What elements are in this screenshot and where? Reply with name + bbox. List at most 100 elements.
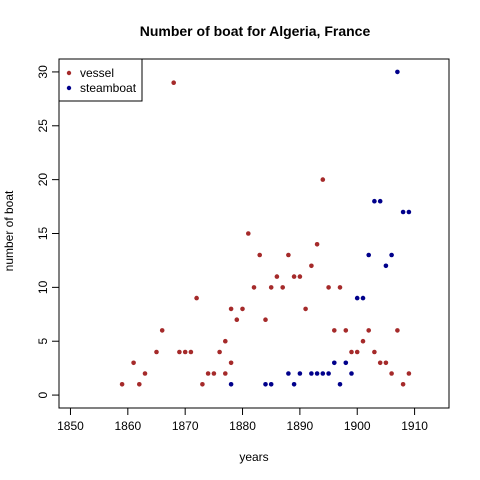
point-vessel-31 [303, 306, 308, 312]
point-steamboat-1 [263, 382, 268, 387]
point-steamboat-8 [320, 371, 326, 376]
point-vessel-45 [383, 360, 389, 366]
y-axis-label: number of boat [2, 190, 16, 271]
point-steamboat-12 [343, 360, 349, 366]
y-tick-label: 0 [36, 391, 50, 398]
y-tick-label: 10 [36, 280, 50, 294]
point-vessel-42 [366, 328, 372, 333]
point-vessel-1 [131, 360, 136, 366]
point-vessel-23 [257, 252, 263, 258]
point-vessel-2 [137, 382, 142, 387]
point-vessel-22 [251, 285, 257, 290]
x-tick-label: 1860 [114, 419, 141, 433]
point-vessel-18 [228, 360, 234, 366]
x-axis-label: years [239, 450, 268, 464]
chart-title: Number of boat for Algeria, France [140, 23, 371, 39]
point-steamboat-0 [228, 382, 234, 387]
point-vessel-0 [119, 382, 125, 387]
legend-label-vessel: vessel [80, 66, 114, 80]
point-steamboat-23 [406, 209, 412, 215]
point-vessel-49 [406, 371, 412, 376]
point-vessel-16 [223, 338, 228, 344]
x-tick-label: 1900 [344, 419, 371, 433]
point-vessel-28 [286, 252, 291, 258]
point-vessel-25 [268, 285, 274, 290]
point-vessel-5 [159, 328, 165, 333]
point-steamboat-2 [268, 382, 274, 387]
point-vessel-46 [389, 371, 394, 376]
point-vessel-11 [200, 382, 205, 387]
point-vessel-10 [194, 295, 199, 301]
x-tick-label: 1890 [287, 419, 314, 433]
point-vessel-33 [314, 242, 320, 247]
point-vessel-35 [326, 285, 331, 290]
point-vessel-20 [240, 306, 245, 312]
x-tick-label: 1910 [401, 419, 428, 433]
point-vessel-30 [297, 274, 303, 279]
point-vessel-14 [217, 349, 222, 355]
point-vessel-29 [291, 274, 297, 279]
legend-marker-vessel [66, 70, 72, 76]
x-tick-label: 1870 [172, 419, 199, 433]
data-points [119, 69, 412, 387]
point-steamboat-6 [309, 371, 314, 376]
point-vessel-8 [182, 349, 188, 355]
point-steamboat-9 [326, 371, 331, 376]
point-steamboat-10 [332, 360, 337, 366]
y-tick-label: 30 [36, 65, 50, 79]
point-vessel-44 [377, 360, 383, 366]
point-steamboat-3 [286, 371, 291, 376]
point-vessel-19 [234, 317, 240, 323]
point-vessel-40 [354, 349, 360, 355]
legend: vessel steamboat [58, 58, 143, 102]
point-vessel-43 [372, 349, 377, 355]
point-vessel-36 [332, 328, 337, 333]
point-steamboat-22 [400, 209, 406, 215]
x-axis: 1850 1860 1870 1880 1890 1900 1910 [57, 407, 428, 433]
legend-marker-steamboat [66, 85, 72, 91]
point-vessel-37 [337, 285, 343, 290]
point-vessel-47 [395, 328, 400, 333]
legend-label-steamboat: steamboat [80, 81, 137, 95]
point-steamboat-4 [291, 382, 297, 387]
point-vessel-48 [400, 382, 406, 387]
point-steamboat-13 [349, 371, 354, 376]
point-vessel-3 [142, 371, 148, 376]
plot-area [58, 58, 450, 409]
point-vessel-17 [228, 306, 234, 312]
point-vessel-39 [349, 349, 354, 355]
point-steamboat-11 [337, 382, 343, 387]
point-steamboat-19 [383, 263, 389, 269]
point-vessel-34 [320, 177, 326, 182]
point-vessel-4 [154, 349, 159, 355]
point-steamboat-17 [372, 198, 377, 204]
point-vessel-15 [223, 371, 228, 376]
point-vessel-26 [274, 274, 280, 279]
point-vessel-12 [205, 371, 211, 376]
plot-frame [58, 58, 450, 409]
point-vessel-7 [177, 349, 182, 355]
point-vessel-13 [211, 371, 217, 376]
y-tick-label: 5 [36, 338, 50, 345]
y-tick-label: 15 [36, 227, 50, 241]
x-tick-label: 1880 [229, 419, 256, 433]
point-vessel-9 [188, 349, 194, 355]
point-vessel-41 [360, 338, 366, 344]
point-vessel-32 [309, 263, 314, 269]
point-steamboat-5 [297, 371, 303, 376]
x-tick-label: 1850 [57, 419, 84, 433]
point-steamboat-15 [360, 295, 366, 301]
point-steamboat-14 [354, 295, 360, 301]
point-steamboat-7 [314, 371, 320, 376]
point-steamboat-18 [377, 198, 383, 204]
point-vessel-6 [171, 80, 176, 85]
point-vessel-21 [246, 231, 251, 236]
point-steamboat-21 [395, 69, 400, 75]
point-steamboat-20 [389, 252, 394, 258]
point-vessel-27 [280, 285, 286, 290]
y-tick-label: 25 [36, 119, 50, 133]
point-vessel-38 [343, 328, 349, 333]
point-vessel-24 [263, 317, 268, 323]
y-axis: 0 5 10 15 20 25 30 [36, 65, 60, 398]
